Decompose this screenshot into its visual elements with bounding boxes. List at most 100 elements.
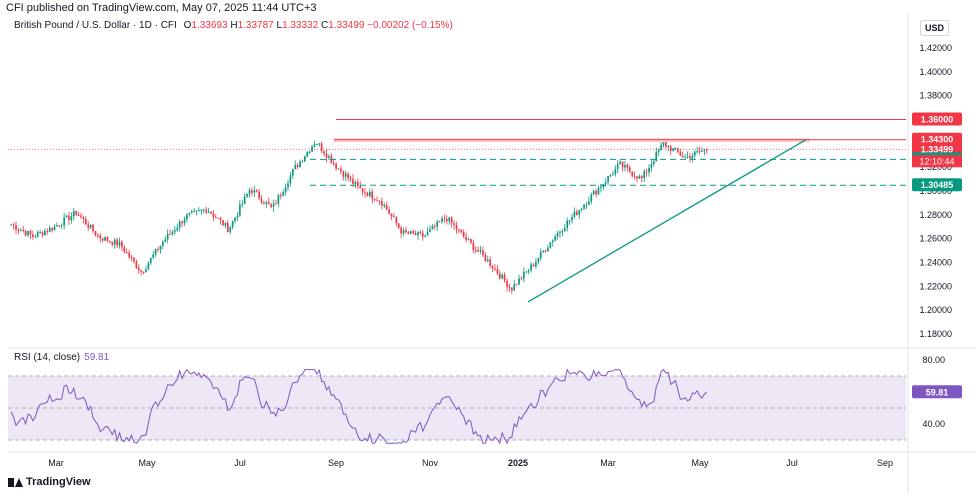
candle-body (583, 204, 585, 209)
time-tick-label: May (138, 458, 156, 468)
candle-body (116, 239, 118, 246)
candle-body (433, 226, 436, 228)
candle-body (284, 187, 287, 193)
candle-body (270, 204, 272, 207)
candle-body (166, 233, 169, 240)
candle-body (10, 224, 13, 226)
candle-body (239, 204, 241, 216)
candle-body (361, 188, 364, 193)
candle-body (588, 201, 590, 205)
symbol-name[interactable]: British Pound / U.S. Dollar · 1D · CFI (14, 20, 177, 31)
candle-body (381, 201, 383, 206)
candle-body (159, 245, 162, 250)
countdown-tag (912, 155, 962, 168)
candle-body (178, 221, 181, 228)
candle-body (328, 156, 330, 158)
candle-body (677, 148, 679, 153)
candle-body (306, 151, 309, 157)
price-tag (912, 142, 962, 156)
candle-body (56, 225, 58, 227)
candle-body (304, 156, 306, 162)
price-tag-label: 1.36000 (921, 114, 954, 124)
candle-body (686, 156, 689, 158)
candle-body (234, 217, 236, 221)
candle-body (226, 222, 229, 232)
candle-body (494, 268, 496, 270)
publisher-line: CFI published on TradingView.com, May 07… (6, 2, 317, 14)
candle-body (518, 278, 520, 285)
candle-body (585, 204, 588, 206)
candle-body (544, 250, 547, 252)
candle-body (22, 230, 25, 232)
price-tick-label: 1.18000 (919, 329, 952, 339)
candle-body (554, 236, 557, 241)
candle-body (123, 247, 126, 253)
tradingview-footer[interactable]: TradingView (8, 476, 91, 488)
price-tick-label: 1.42000 (919, 43, 952, 53)
candle-body (501, 274, 504, 279)
candle-body (455, 225, 458, 230)
candle-body (202, 209, 205, 211)
candle-body (279, 195, 282, 197)
candle-body (503, 274, 506, 281)
candle-body (508, 287, 511, 289)
candle-body (628, 167, 631, 172)
rsi-value-tag-label: 59.81 (926, 387, 949, 397)
candle-body (68, 215, 70, 221)
candle-body (104, 237, 106, 241)
candle-body (371, 191, 374, 199)
low-label: L (276, 20, 283, 31)
candle-body (448, 217, 451, 222)
candle-body (84, 218, 87, 225)
candle-body (530, 264, 532, 271)
candle-body (532, 264, 535, 267)
candle-body (332, 162, 335, 164)
candle-body (431, 226, 434, 230)
candle-body (580, 208, 583, 211)
candle-body (157, 248, 159, 250)
close-value: 1.33499 (328, 20, 365, 31)
candle-body (383, 205, 386, 207)
candle-body (650, 164, 653, 168)
countdown-label: 12:10:44 (919, 156, 954, 166)
candle-body (147, 263, 150, 270)
time-tick-label: Sep (328, 458, 344, 468)
candle-body (648, 167, 650, 173)
candle-body (575, 211, 578, 215)
candle-body (154, 248, 157, 255)
candle-body (106, 237, 109, 241)
candle-body (407, 232, 410, 234)
candle-body (19, 230, 22, 232)
candle-body (390, 213, 393, 217)
candle-body (429, 229, 431, 232)
candle-body (563, 228, 566, 232)
candle-body (99, 235, 102, 239)
candle-body (97, 235, 99, 237)
candle-body (246, 194, 248, 197)
candle-body (653, 161, 655, 165)
candle-body (113, 239, 116, 245)
candle-body (335, 163, 337, 169)
candle-body (412, 231, 414, 234)
candle-body (460, 229, 463, 233)
candle-body (657, 150, 660, 152)
currency-button[interactable]: USD (920, 20, 950, 36)
candle-body (609, 175, 612, 177)
candle-body (58, 225, 61, 227)
candle-body (325, 153, 328, 158)
candle-body (684, 157, 686, 159)
candle-body (472, 242, 475, 250)
candle-body (253, 190, 256, 193)
price-tag-label: 1.34300 (921, 135, 954, 145)
candle-body (491, 265, 494, 269)
candle-body (542, 250, 544, 252)
time-tick-label: Mar (48, 458, 64, 468)
open-value: 1.33693 (191, 20, 228, 31)
candle-body (624, 164, 626, 168)
rsi-value-tag (912, 385, 962, 399)
candle-body (701, 150, 703, 152)
candle-body (145, 269, 147, 273)
candle-body (402, 230, 405, 234)
candle-body (188, 213, 191, 215)
